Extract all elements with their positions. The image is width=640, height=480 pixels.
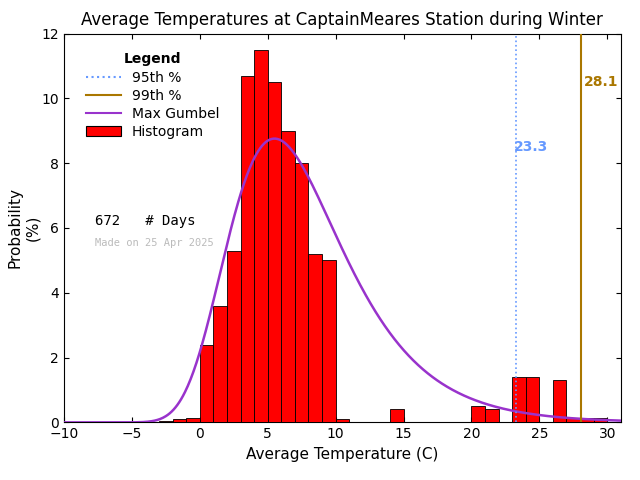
- Bar: [512, 377, 525, 422]
- Bar: [295, 163, 308, 422]
- Bar: [241, 76, 254, 422]
- Bar: [213, 306, 227, 422]
- Bar: [268, 82, 282, 422]
- Bar: [525, 377, 540, 422]
- Bar: [390, 409, 403, 422]
- Text: 23.3: 23.3: [513, 140, 548, 154]
- Bar: [553, 380, 566, 422]
- Bar: [227, 251, 241, 422]
- Bar: [335, 419, 349, 422]
- Bar: [566, 418, 580, 422]
- Bar: [322, 260, 335, 422]
- Y-axis label: Probability
(%): Probability (%): [8, 188, 40, 268]
- Bar: [485, 409, 499, 422]
- X-axis label: Average Temperature (C): Average Temperature (C): [246, 447, 438, 462]
- Bar: [159, 421, 173, 422]
- Text: 672   # Days: 672 # Days: [95, 215, 195, 228]
- Bar: [472, 406, 485, 422]
- Text: 28.1: 28.1: [584, 75, 619, 89]
- Bar: [200, 345, 213, 422]
- Bar: [173, 419, 186, 422]
- Bar: [254, 50, 268, 422]
- Text: Made on 25 Apr 2025: Made on 25 Apr 2025: [95, 238, 213, 248]
- Bar: [594, 418, 607, 422]
- Bar: [186, 418, 200, 422]
- Bar: [580, 418, 594, 422]
- Bar: [308, 254, 322, 422]
- Title: Average Temperatures at CaptainMeares Station during Winter: Average Temperatures at CaptainMeares St…: [81, 11, 604, 29]
- Legend: 95th %, 99th %, Max Gumbel, Histogram: 95th %, 99th %, Max Gumbel, Histogram: [82, 48, 224, 144]
- Bar: [282, 131, 295, 422]
